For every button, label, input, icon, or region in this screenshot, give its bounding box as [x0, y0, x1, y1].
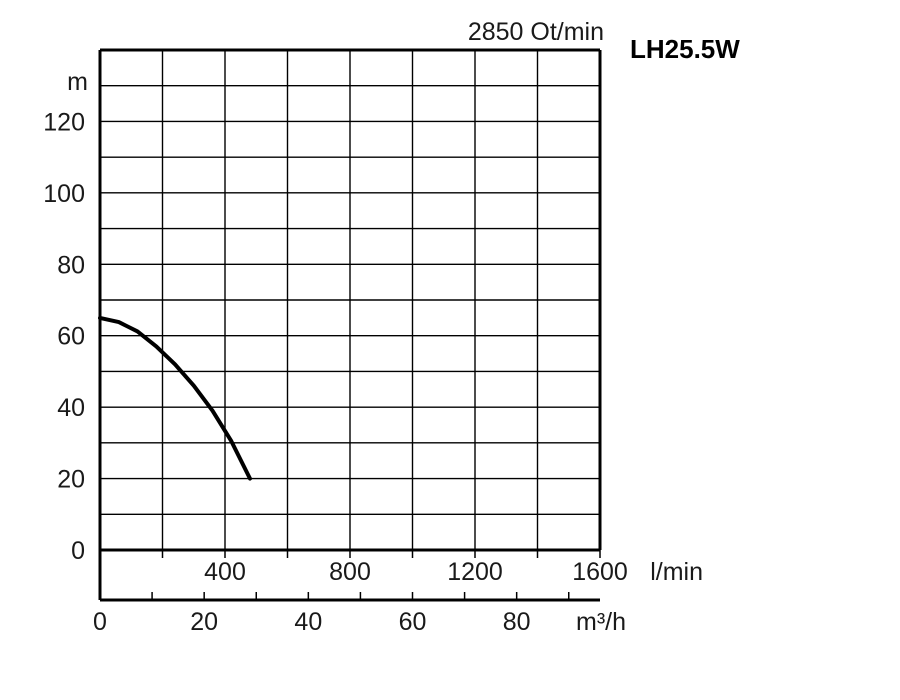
x-tick-label-m3h: 20 [190, 608, 218, 636]
grid [100, 50, 600, 550]
x-tick-label-m3h: 80 [503, 608, 531, 636]
speed-label: 2850 Ot/min [468, 18, 604, 46]
y-tick-label: 60 [57, 323, 85, 351]
axis-labels: 0 20 40 60 80 100 120 400 800 1200 1600 0 20 40 60 80 [43, 108, 628, 636]
x-tick-label-m3h: 60 [399, 608, 427, 636]
x-tick-label-lmin: 400 [204, 558, 246, 586]
x-axis-unit-m3h: m³/h [576, 608, 626, 636]
y-tick-label: 120 [43, 108, 85, 136]
y-tick-label: 0 [71, 537, 85, 565]
y-tick-label: 100 [43, 180, 85, 208]
x-axis-unit-lmin: l/min [650, 558, 703, 586]
x-tick-label-lmin: 1200 [447, 558, 503, 586]
y-tick-label: 20 [57, 466, 85, 494]
model-title: LH25.5W [630, 34, 740, 64]
performance-curves [98, 315, 252, 481]
x-tick-label-m3h: 0 [93, 608, 107, 636]
y-axis-unit-label: m [67, 68, 88, 96]
plot-frame [98, 48, 602, 602]
x-tick-label-lmin: 1600 [572, 558, 628, 586]
x-tick-label-m3h: 40 [294, 608, 322, 636]
x-tick-label-lmin: 800 [329, 558, 371, 586]
y-tick-label: 40 [57, 394, 85, 422]
y-tick-label: 80 [57, 251, 85, 279]
head-flow-curve [98, 315, 252, 481]
